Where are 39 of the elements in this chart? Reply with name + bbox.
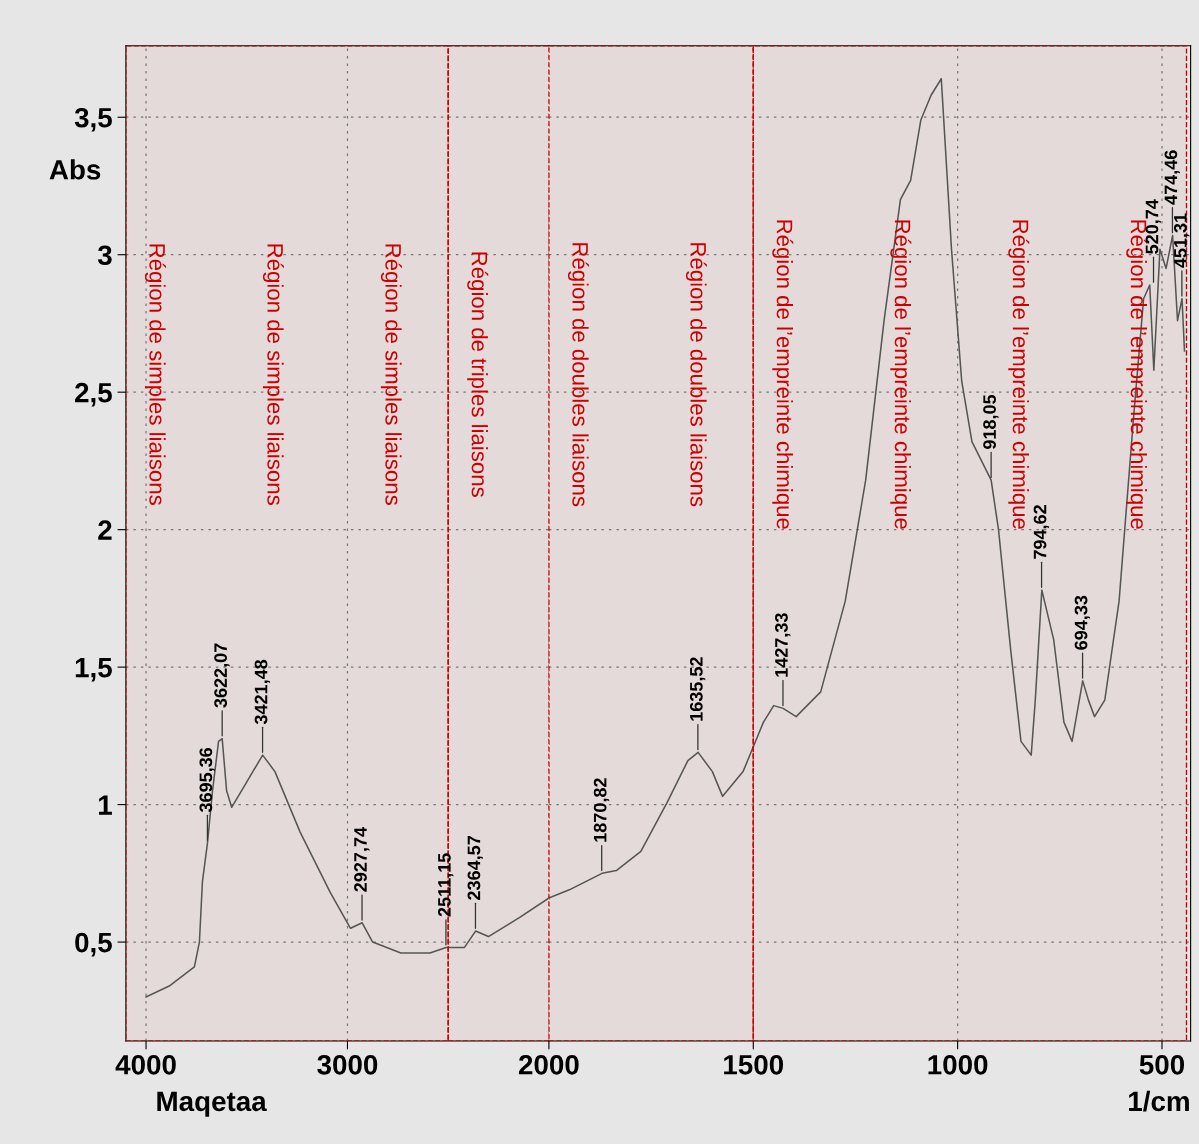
y-tick-label: 2 <box>98 520 112 540</box>
y-axis-title: Abs <box>49 159 101 180</box>
x-tick-label: 1000 <box>928 1054 988 1075</box>
annotation: 1635,52 <box>689 657 706 721</box>
band-label: Région de simples liaisons <box>144 244 166 505</box>
annotation: 2511,15 <box>438 853 454 917</box>
y-tick-label: 1,5 <box>75 658 112 682</box>
x-tick-label: 2000 <box>518 1054 579 1075</box>
annotation: 3421,48 <box>254 659 271 725</box>
annotation: 2364,57 <box>467 836 483 900</box>
y-tick-label: 3,5 <box>74 107 112 132</box>
band-label: Région de triples liaisons <box>467 252 489 497</box>
annotation: Région de simples liaisons <box>262 244 284 505</box>
y-tick-label: 0,5 <box>75 932 112 957</box>
annotation: 2927,74 <box>354 827 370 892</box>
x-tick-label: 500 <box>1139 1054 1185 1075</box>
x-axis-title: 1/cm <box>1129 1090 1189 1112</box>
x-tick-label: 1500 <box>724 1054 784 1075</box>
y-tick-label: 2,5 <box>75 382 112 407</box>
annotation: Région de doubles liaisons <box>685 243 707 507</box>
annotation: 1427,33 <box>775 613 791 677</box>
annotation: Région de l’empreinte chimique <box>1008 220 1030 529</box>
annotation: 1870,82 <box>593 778 610 842</box>
annotation: 3695,36 <box>199 747 215 813</box>
annotation: Région de simples liaisons <box>380 244 402 505</box>
annotation: 694,33 <box>1074 595 1091 650</box>
y-tick-label: 3 <box>97 245 112 266</box>
annotation: 794,62 <box>1033 505 1050 559</box>
annotation: 451,31 <box>1173 213 1190 268</box>
annotation: Région de l’empreinte chimique <box>890 220 912 529</box>
y-tick-label: 1 <box>99 795 112 815</box>
annotation: 474,46 <box>1164 150 1180 205</box>
x-axis-title: Maqetaa <box>157 1091 267 1117</box>
band-label: Région de l’empreinte chimique <box>772 220 794 529</box>
annotation: 918,05 <box>983 394 999 449</box>
band-label: Région de doubles liaisons <box>567 243 589 507</box>
x-tick-label: 4000 <box>115 1054 176 1075</box>
annotation: 3622,07 <box>214 643 230 708</box>
x-tick-label: 3000 <box>317 1054 378 1075</box>
